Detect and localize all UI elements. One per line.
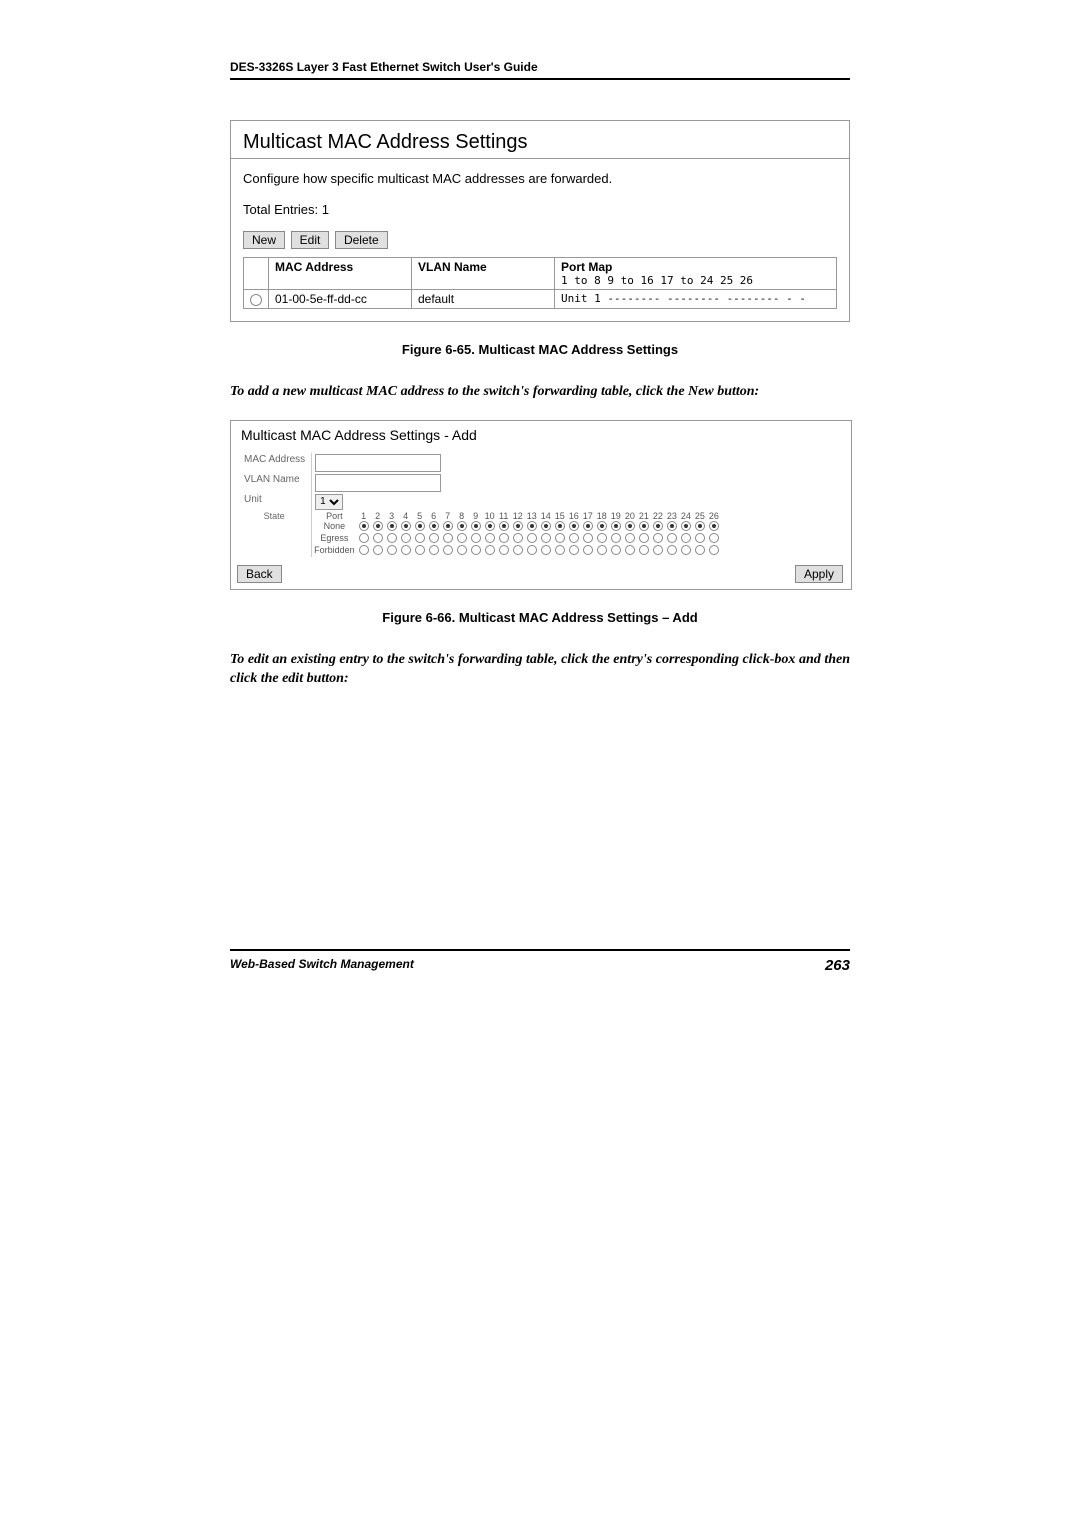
row-mac: 01-00-5e-ff-dd-cc xyxy=(269,290,412,309)
entries-table: MAC Address VLAN Name Port Map 1 to 8 9 … xyxy=(243,257,837,309)
col-mac: MAC Address xyxy=(269,258,412,290)
add-panel: Multicast MAC Address Settings - Add MAC… xyxy=(230,420,852,590)
row-vlan: default xyxy=(412,290,555,309)
delete-button[interactable]: Delete xyxy=(335,231,388,249)
radio-none[interactable] xyxy=(359,521,369,531)
state-header: Port xyxy=(312,511,357,521)
col-portmap: Port Map 1 to 8 9 to 16 17 to 24 25 26 xyxy=(555,258,837,290)
radio-forbidden[interactable] xyxy=(359,545,369,555)
table-row: 01-00-5e-ff-dd-cc default Unit 1 -------… xyxy=(244,290,837,309)
apply-button[interactable]: Apply xyxy=(795,565,843,583)
multicast-settings-panel: Multicast MAC Address Settings Configure… xyxy=(230,120,850,322)
label-state: State xyxy=(241,511,312,557)
radio-egress[interactable] xyxy=(359,533,369,543)
label-mac: MAC Address xyxy=(241,453,312,473)
edit-button[interactable]: Edit xyxy=(291,231,330,249)
total-entries: Total Entries: 1 xyxy=(243,202,837,217)
row-portmap: Unit 1 -------- -------- -------- - - xyxy=(555,290,837,309)
doc-header: DES-3326S Layer 3 Fast Ethernet Switch U… xyxy=(230,60,850,80)
state-egress: Egress xyxy=(312,533,357,545)
label-unit: Unit xyxy=(241,493,312,511)
instruction-edit: To edit an existing entry to the switch'… xyxy=(230,650,850,689)
col-vlan: VLAN Name xyxy=(412,258,555,290)
figure-caption-1: Figure 6-65. Multicast MAC Address Setti… xyxy=(230,342,850,357)
label-vlan: VLAN Name xyxy=(241,473,312,493)
vlan-input[interactable] xyxy=(315,474,441,492)
back-button[interactable]: Back xyxy=(237,565,282,583)
mac-input[interactable] xyxy=(315,454,441,472)
state-none: None xyxy=(312,521,357,533)
page-footer: Web-Based Switch Management 263 xyxy=(230,949,850,974)
new-button[interactable]: New xyxy=(243,231,285,249)
panel-title: Multicast MAC Address Settings xyxy=(231,121,849,159)
instruction-add: To add a new multicast MAC address to th… xyxy=(230,382,850,402)
state-forbidden: Forbidden xyxy=(312,545,357,557)
row-select-radio[interactable] xyxy=(250,294,262,306)
figure-caption-2: Figure 6-66. Multicast MAC Address Setti… xyxy=(230,610,850,625)
footer-left: Web-Based Switch Management xyxy=(230,957,414,974)
add-panel-title: Multicast MAC Address Settings - Add xyxy=(231,421,851,453)
unit-select[interactable]: 1 xyxy=(315,494,343,510)
footer-page-num: 263 xyxy=(825,957,850,974)
panel-desc: Configure how specific multicast MAC add… xyxy=(243,171,837,186)
